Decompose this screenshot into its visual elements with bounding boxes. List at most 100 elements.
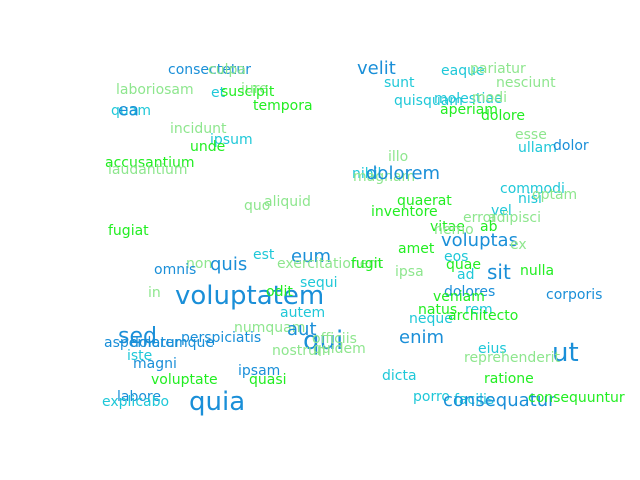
cloud-word-ipsum: ipsum xyxy=(210,132,253,148)
cloud-word-eius: eius xyxy=(478,341,507,357)
cloud-word-reprehenderit: reprehenderit xyxy=(464,350,561,366)
cloud-word-fugit: fugit xyxy=(351,256,384,272)
cloud-word-consequatur: consequatur xyxy=(443,390,556,411)
cloud-word-dolore: dolore xyxy=(481,108,525,124)
cloud-word-sit: sit xyxy=(487,260,511,284)
cloud-word-ullam: ullam xyxy=(518,140,557,156)
cloud-word-quis: quis xyxy=(210,254,248,275)
cloud-word-quidem: quidem xyxy=(313,341,366,357)
cloud-word-perspiciatis: perspiciatis xyxy=(181,330,262,346)
cloud-word-ad: ad xyxy=(457,267,475,283)
cloud-word-natus: natus xyxy=(418,302,458,318)
cloud-word-fugiat: fugiat xyxy=(108,223,149,239)
cloud-word-quo: quo xyxy=(244,198,271,214)
cloud-word-iste: iste xyxy=(127,348,153,364)
cloud-word-nulla: nulla xyxy=(520,263,555,279)
cloud-word-exercitationem: exercitationem xyxy=(277,256,383,272)
cloud-word-ea: ea xyxy=(118,100,139,121)
cloud-word-accusantium: accusantium xyxy=(105,155,195,171)
cloud-word-veniam: veniam xyxy=(433,289,485,305)
cloud-word-quam: quam xyxy=(111,103,151,119)
cloud-word-optam: optam xyxy=(532,187,578,203)
cloud-word-laboriosam: laboriosam xyxy=(116,82,194,98)
cloud-word-velit: velit xyxy=(357,58,396,79)
cloud-word-quia: quia xyxy=(189,387,246,417)
cloud-word-enim: enim xyxy=(399,327,445,348)
cloud-word-omnis: omnis xyxy=(154,262,197,278)
cloud-word-facilis: facilis xyxy=(454,392,495,408)
cloud-word-vitae: vitae xyxy=(430,219,465,235)
cloud-word-error: error xyxy=(463,210,497,226)
cloud-word-molestiae: molestiae xyxy=(434,91,503,107)
cloud-word-dolores: dolores xyxy=(444,284,496,300)
cloud-word-dicta: dicta xyxy=(382,368,417,384)
cloud-word-quae: quae xyxy=(446,257,481,273)
cloud-word-consectetur: consectetur xyxy=(168,62,251,78)
cloud-word-tempora: tempora xyxy=(253,98,313,114)
cloud-word-aspernatur: aspernatur xyxy=(104,335,181,351)
cloud-word-nihil: nihil xyxy=(352,166,382,182)
cloud-word-adipisci: adipisci xyxy=(488,210,542,226)
cloud-word-quasi: quasi xyxy=(249,372,287,388)
cloud-word-modi: modi xyxy=(472,90,507,106)
cloud-word-nisi: nisi xyxy=(518,191,542,207)
cloud-word-magni: magni xyxy=(133,356,177,372)
cloud-word-inventore: inventore xyxy=(371,204,438,220)
cloud-word-non: non xyxy=(186,256,213,272)
cloud-word-eum: eum xyxy=(291,246,332,267)
cloud-word-nesciunt: nesciunt xyxy=(496,75,556,91)
cloud-word-est: est xyxy=(253,247,275,263)
cloud-word-culpa: culpa xyxy=(208,62,246,78)
cloud-word-unde: unde xyxy=(190,139,226,155)
cloud-word-vel: vel xyxy=(491,203,512,219)
cloud-word-rem: rem xyxy=(465,302,493,318)
cloud-word-porro: porro xyxy=(413,389,450,405)
cloud-word-explicabo: explicabo xyxy=(102,394,170,410)
cloud-word-aperiam: aperiam xyxy=(440,102,498,118)
cloud-word-eos: eos xyxy=(444,249,469,265)
cloud-word-quisquam: quisquam xyxy=(394,93,463,109)
cloud-word-numquam: numquam xyxy=(234,320,306,336)
cloud-word-ut: ut xyxy=(552,338,579,368)
cloud-word-aut: aut xyxy=(287,319,317,340)
cloud-word-dolorem: dolorem xyxy=(366,163,441,184)
cloud-word-in: in xyxy=(148,285,161,301)
cloud-word-commodi: commodi xyxy=(500,181,565,197)
cloud-word-ipsa: ipsa xyxy=(395,264,424,280)
cloud-word-ipsam: ipsam xyxy=(238,363,281,379)
cloud-word-sed: sed xyxy=(118,324,157,349)
cloud-word-illo: illo xyxy=(388,149,409,165)
cloud-word-laudantium: laudantium xyxy=(108,162,188,178)
cloud-word-labore: labore xyxy=(117,389,161,405)
cloud-word-quaerat: quaerat xyxy=(397,193,452,209)
cloud-word-amet: amet xyxy=(398,241,435,257)
cloud-word-ratione: ratione xyxy=(484,371,534,387)
cloud-word-autem: autem xyxy=(280,305,326,321)
cloud-word-architecto: architecto xyxy=(448,308,519,324)
cloud-word-dolor: dolor xyxy=(553,138,589,154)
cloud-word-sequi: sequi xyxy=(300,275,338,291)
cloud-word-incidunt: incidunt xyxy=(170,121,227,137)
cloud-word-ex: ex xyxy=(510,237,527,253)
cloud-word-voluptate: voluptate xyxy=(151,372,218,388)
cloud-word-doloremque: doloremque xyxy=(130,335,214,351)
cloud-word-consequuntur: consequuntur xyxy=(528,390,625,406)
cloud-word-suscipit: suscipit xyxy=(221,84,275,100)
cloud-word-et: et xyxy=(211,85,226,101)
cloud-word-eaque: eaque xyxy=(441,63,485,79)
cloud-word-officiis: officiis xyxy=(312,331,357,347)
cloud-word-voluptatem: voluptatem xyxy=(175,281,325,311)
cloud-word-esse: esse xyxy=(515,127,547,143)
cloud-word-sunt: sunt xyxy=(384,75,415,91)
cloud-word-magnam: magnam xyxy=(353,169,416,185)
cloud-word-odit: odit xyxy=(266,284,293,300)
cloud-word-pariatur: pariatur xyxy=(470,61,526,77)
cloud-word-neque: neque xyxy=(409,311,453,327)
cloud-word-corporis: corporis xyxy=(546,287,603,303)
cloud-word-voluptas: voluptas xyxy=(441,230,518,251)
cloud-word-ab: ab xyxy=(480,219,498,235)
cloud-word-qui: qui xyxy=(303,326,344,356)
cloud-word-nemo: nemo xyxy=(434,222,474,238)
cloud-word-nostrum: nostrum xyxy=(272,343,331,359)
